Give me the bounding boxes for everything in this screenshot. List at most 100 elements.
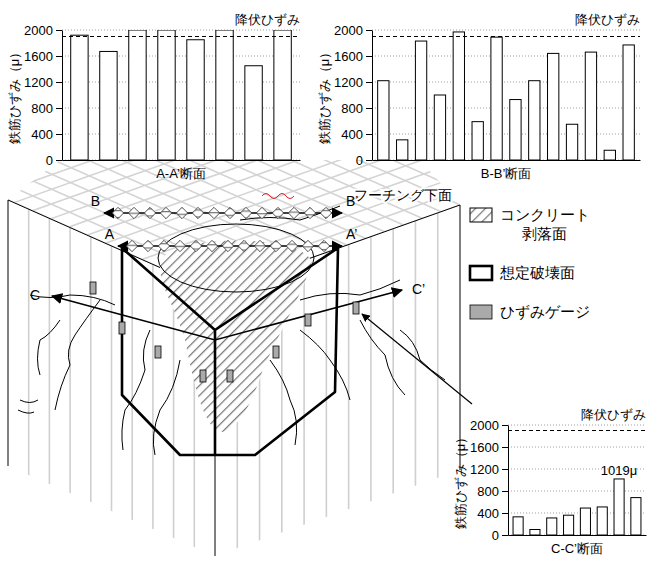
legend-swatch (470, 266, 492, 280)
tick-label: 1200 (470, 462, 499, 477)
strain-gauge (305, 314, 311, 326)
pointer-line (362, 314, 472, 404)
grid-line (62, 30, 300, 31)
rebar-section (112, 207, 123, 218)
rebar-section (128, 207, 139, 218)
tick-label: 0 (356, 153, 363, 168)
mesh-line (0, 41, 656, 561)
tick-label: 1600 (470, 440, 499, 455)
spall-outline (158, 224, 314, 292)
legend-swatch (470, 208, 492, 222)
yield-line (508, 430, 646, 431)
mesh-line (0, 0, 656, 543)
mesh-line (0, 162, 421, 561)
bar (100, 51, 117, 160)
legend-label: コンクリート (500, 206, 590, 223)
bar (397, 140, 408, 160)
rebar (437, 213, 439, 483)
mesh-line (0, 1, 656, 561)
rebar (49, 218, 51, 488)
tick-mark (56, 160, 62, 161)
crack (18, 400, 38, 413)
rebar-section (142, 240, 153, 251)
top-face-mesh (0, 0, 656, 561)
bar (187, 40, 204, 160)
grid-line (372, 56, 640, 57)
tick-mark (366, 30, 372, 31)
mesh-line (0, 0, 656, 437)
yield-line (62, 36, 300, 37)
mesh-line (0, 0, 656, 550)
x-axis-title: A-A’断面 (156, 166, 206, 181)
tick-label: 1200 (334, 75, 363, 90)
mesh-line (0, 0, 656, 442)
y-tick: 0 (492, 528, 508, 543)
tick-label: 0 (46, 153, 53, 168)
mesh-line (0, 0, 656, 429)
mesh-line (0, 115, 656, 561)
x-axis-line (373, 160, 641, 161)
bar-chart: 降伏ひずみ1019μ0400800120016002000C-C’断面鉄筋ひずみ… (453, 407, 646, 556)
rebar-section (224, 207, 235, 218)
rebar-section (144, 207, 155, 218)
section-label: A’ (346, 226, 357, 242)
rebar (370, 237, 372, 507)
tick-mark (502, 535, 508, 536)
y-axis-title: 鉄筋ひずみ（μ） (317, 46, 332, 145)
rebar (90, 237, 92, 507)
red-crack (262, 194, 294, 199)
strain-gauge (273, 346, 279, 358)
rebar (348, 245, 350, 515)
rebar-section (286, 240, 297, 251)
y-tick: 1600 (470, 440, 508, 455)
figure: AA’BB’CC’フーチング下面コンクリート剥落面想定破壊面ひずみゲージ降伏ひず… (0, 0, 656, 561)
bar (614, 479, 624, 535)
mesh-line (0, 0, 656, 523)
y-tick: 1600 (24, 49, 62, 64)
rebar-section (222, 240, 233, 251)
tick-mark (56, 108, 62, 109)
y-tick: 800 (31, 101, 62, 116)
bar (623, 45, 634, 160)
rebar-section (304, 207, 315, 218)
surface-label: フーチング下面 (354, 187, 452, 203)
tick-mark (502, 491, 508, 492)
mesh-line (0, 106, 656, 561)
rebar-section (318, 240, 329, 251)
mesh-line (0, 0, 656, 469)
rebar (28, 209, 30, 479)
rebar-section (208, 207, 219, 218)
y-tick: 1200 (470, 462, 508, 477)
bar (216, 30, 233, 160)
tick-label: 2000 (470, 418, 499, 433)
y-tick: 800 (477, 484, 508, 499)
x-axis (63, 160, 301, 161)
tick-mark (502, 425, 508, 426)
x-axis-line (63, 160, 301, 161)
bar (604, 150, 615, 160)
rebar (326, 252, 328, 522)
legend-label: ひずみゲージ (500, 303, 590, 321)
y-tick: 1200 (334, 75, 372, 90)
mesh-line (0, 101, 591, 561)
rebar-section (192, 207, 203, 218)
y-axis-line (508, 426, 509, 536)
mesh-line (0, 14, 656, 561)
bar (434, 95, 445, 160)
bar (631, 498, 641, 535)
section-label: C (30, 287, 40, 303)
yield-label: 降伏ひずみ (581, 407, 646, 422)
yield-label: 降伏ひずみ (235, 12, 300, 27)
mesh-line (12, 261, 656, 561)
bar (585, 52, 596, 160)
y-axis: 0400800120016002000 (24, 23, 62, 168)
mesh-line (0, 1, 656, 469)
tick-mark (366, 56, 372, 57)
mesh-line (0, 0, 656, 561)
bar (510, 100, 521, 160)
x-axis (373, 160, 641, 161)
grid-line (372, 160, 640, 161)
section-label: A (105, 226, 115, 242)
mesh-line (0, 0, 619, 413)
rebar-section (320, 207, 331, 218)
